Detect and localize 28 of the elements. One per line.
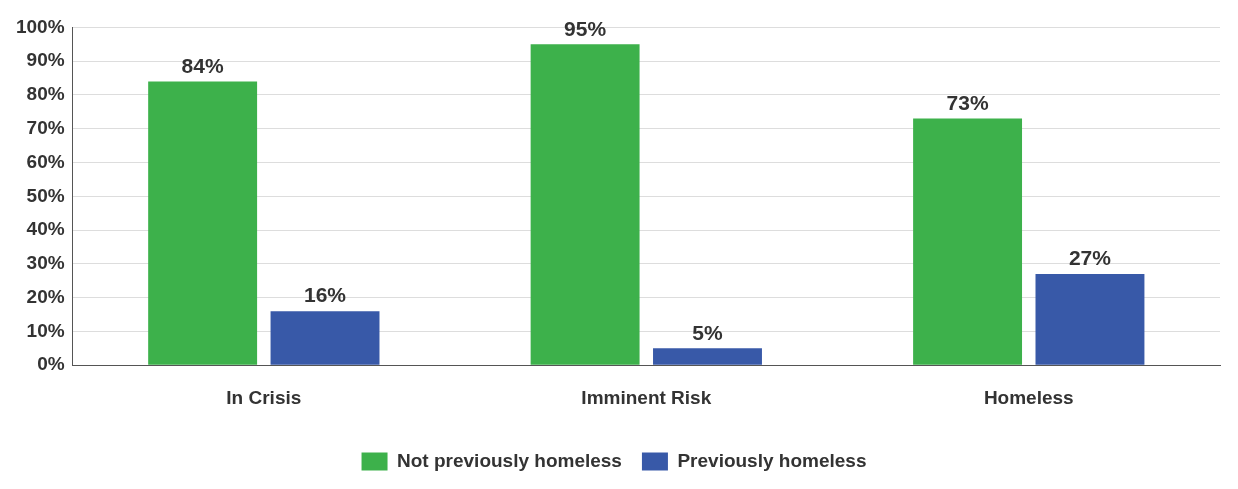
y-tick-label: 70% <box>26 116 65 138</box>
y-tick-label: 50% <box>26 184 65 206</box>
legend-label: Not previously homeless <box>397 449 622 471</box>
bar <box>913 118 1023 365</box>
y-tick-label: 80% <box>26 83 65 105</box>
data-label: 95% <box>564 16 607 40</box>
y-tick-label: 90% <box>26 49 65 71</box>
bar <box>270 311 380 365</box>
y-tick-label: 100% <box>15 15 65 37</box>
y-tick-label: 20% <box>26 285 65 307</box>
data-label: 5% <box>692 320 723 344</box>
y-tick-label: 60% <box>26 150 65 172</box>
x-tick-label: In Crisis <box>226 386 302 408</box>
x-tick-label: Imminent Risk <box>581 386 712 408</box>
y-tick-label: 40% <box>26 218 65 240</box>
y-tick-label: 0% <box>37 353 65 375</box>
bar <box>1035 273 1145 365</box>
y-tick-label: 10% <box>26 319 65 341</box>
bar <box>653 348 762 365</box>
bar <box>148 81 258 365</box>
data-label: 84% <box>181 53 224 77</box>
legend-label: Previously homeless <box>677 449 867 471</box>
data-label: 16% <box>304 283 347 307</box>
bar <box>530 44 640 365</box>
y-tick-label: 30% <box>26 252 65 274</box>
x-tick-label: Homeless <box>983 386 1074 408</box>
data-label: 73% <box>946 90 989 114</box>
data-label: 27% <box>1068 246 1112 270</box>
